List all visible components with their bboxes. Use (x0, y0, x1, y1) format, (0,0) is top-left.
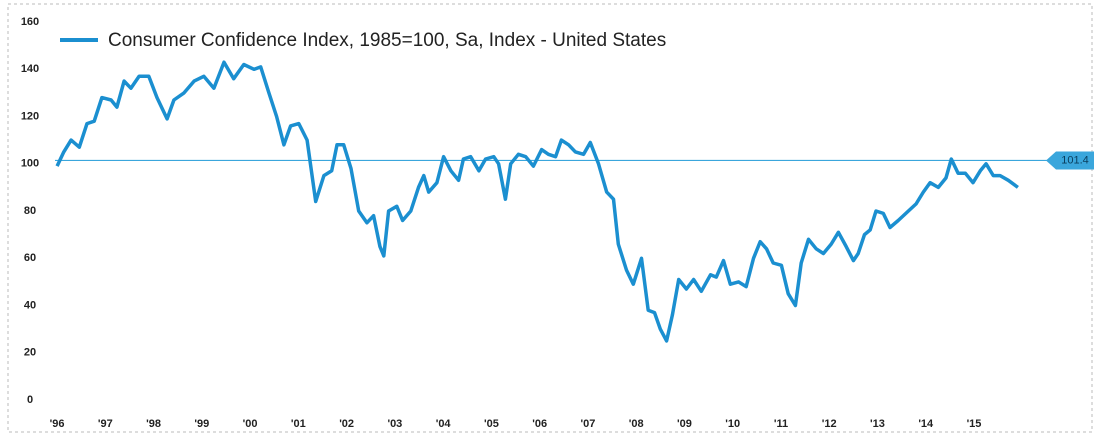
x-tick-label: '99 (194, 418, 209, 430)
x-tick-label: '12 (822, 418, 837, 430)
x-tick-label: '03 (387, 418, 402, 430)
reference-label: 101.4 (1061, 154, 1089, 166)
y-tick-label: 80 (24, 205, 36, 217)
y-tick-label: 60 (24, 252, 36, 264)
x-tick-label: '08 (629, 418, 644, 430)
y-tick-label: 120 (21, 110, 39, 122)
x-tick-label: '02 (339, 418, 354, 430)
x-tick-label: '01 (291, 418, 306, 430)
y-tick-label: 100 (21, 158, 39, 170)
x-tick-label: '06 (532, 418, 547, 430)
x-tick-label: '00 (243, 418, 258, 430)
x-tick-label: '14 (918, 418, 934, 430)
x-tick-label: '15 (967, 418, 982, 430)
x-tick-label: '13 (870, 418, 885, 430)
series-line (55, 60, 1019, 343)
x-tick-label: '96 (50, 418, 65, 430)
x-tick-label: '11 (774, 418, 788, 430)
y-tick-label: 140 (21, 63, 39, 75)
y-tick-label: 160 (21, 16, 39, 28)
x-tick-label: '98 (146, 418, 161, 430)
reference-label-box (1046, 151, 1094, 170)
x-tick-label: '04 (436, 418, 452, 430)
x-tick-label: '07 (580, 418, 595, 430)
legend-label: Consumer Confidence Index, 1985=100, Sa,… (108, 30, 666, 51)
x-tick-label: '10 (725, 418, 740, 430)
y-tick-label: 0 (27, 394, 33, 406)
y-tick-label: 20 (24, 347, 36, 359)
x-tick-label: '05 (484, 418, 499, 430)
y-tick-label: 40 (24, 299, 36, 311)
x-tick-label: '09 (677, 418, 692, 430)
frame (7, 3, 1093, 433)
x-tick-label: '97 (98, 418, 113, 430)
